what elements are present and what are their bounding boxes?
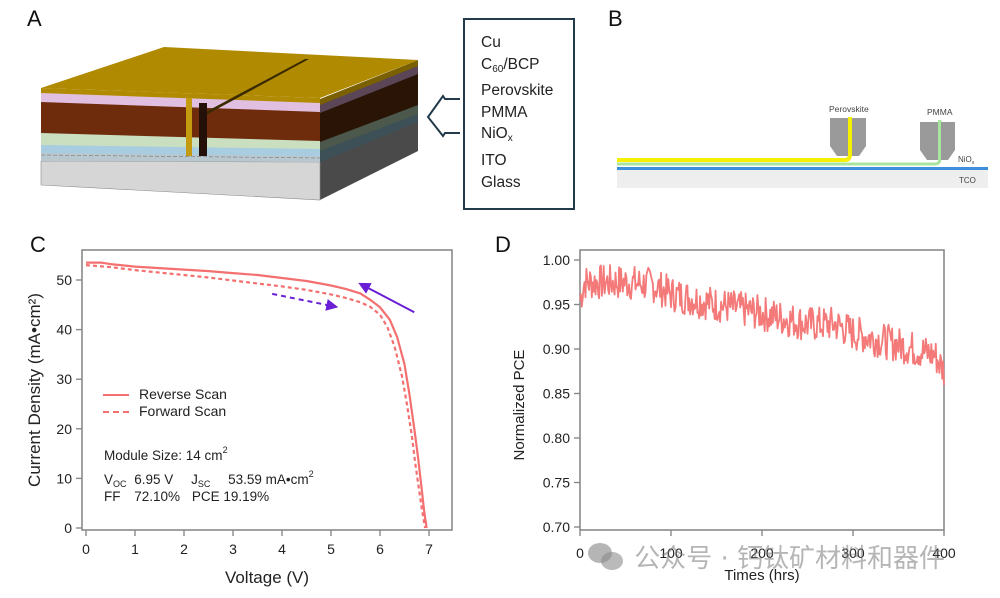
pmma-slot-die-head — [920, 122, 955, 160]
stack-front-glass — [40, 160, 321, 201]
watermark-text: 公众号 · 钙钛矿材料和器件 — [588, 538, 945, 575]
voc-value: 6.95 V — [134, 472, 174, 487]
reverse-scan-line — [86, 261, 428, 529]
plot-frame — [81, 249, 453, 531]
legend-reverse-scan: Reverse Scan — [103, 386, 227, 402]
y-tick-label: 1.00 — [543, 252, 570, 268]
stack-front-bcp — [41, 92, 320, 112]
stack-side-perovskite — [320, 72, 418, 142]
forward-scan-line — [85, 264, 427, 529]
y-tick-label: 50 — [56, 272, 72, 288]
layer-cu: Cu — [481, 34, 501, 51]
pmma-head-label: PMMA — [927, 107, 953, 117]
voc-label: VOC — [104, 472, 127, 489]
legend-forward-scan: Forward Scan — [103, 403, 226, 419]
slot-die-coating-diagram: Perovskite PMMA NiOx TCO — [617, 104, 988, 188]
layer-callout-box: Cu C60/BCP Perovskite PMMA NiOx ITO Glas… — [463, 18, 575, 210]
nio-layer-line — [617, 167, 988, 170]
pce-value: 19.19% — [223, 489, 270, 504]
panel-c-label: C — [30, 232, 46, 257]
stack-side-cu — [320, 60, 418, 105]
forward-scan-arrow — [272, 292, 339, 311]
y-tick-label: 0.80 — [543, 430, 570, 446]
x-tick-label: 0 — [576, 545, 584, 561]
pce-label: PCE — [191, 489, 220, 504]
x-tick-label: 100 — [659, 545, 683, 561]
panel-b-label: B — [608, 6, 623, 31]
legend-dashed-line-swatch — [103, 411, 129, 414]
y-tick-label: 0.95 — [543, 297, 570, 313]
stability-chart: 0 100 200 300 400 0.70 0.75 0.80 0.85 0.90 0.95 1.0… — [511, 249, 956, 584]
stack-side-nio — [320, 112, 418, 162]
legend-reverse-label: Reverse Scan — [139, 386, 227, 402]
y-axis-title: Current Density (mA•cm²) — [25, 293, 44, 487]
layer-ito: ITO — [481, 151, 507, 169]
y-tick-label: 0.85 — [543, 386, 570, 402]
x-tick-label: 5 — [327, 541, 335, 557]
stack-top-cu — [41, 47, 418, 98]
x-tick-label: 200 — [750, 545, 774, 561]
layer-pmma: PMMA — [481, 103, 528, 121]
callout-bracket — [426, 94, 460, 138]
jsc-label: JSC — [191, 472, 211, 489]
y-axis-title: Normalized PCE — [511, 350, 528, 461]
stack-dash-line — [40, 154, 321, 159]
y-tick-label: 20 — [56, 421, 72, 437]
jsc-value: 53.59 mA•cm2 — [228, 469, 314, 487]
x-tick-label: 400 — [932, 545, 956, 561]
stack-side-pmma — [320, 103, 418, 151]
normalized-pce-line — [579, 264, 945, 386]
interconnect-cu — [186, 98, 192, 156]
ff-pce-text: FF 72.10% PCE 19.19% — [104, 489, 269, 504]
voc-jsc-text: VOC 6.95 V JSC 53.59 mA•cm2 — [104, 469, 314, 489]
x-tick-label: 7 — [425, 541, 433, 557]
layer-niox: NiOx — [481, 125, 513, 145]
x-tick-label: 1 — [131, 541, 139, 557]
y-tick-label: 0.90 — [543, 341, 570, 357]
x-tick-label: 6 — [376, 541, 384, 557]
y-tick-label: 30 — [56, 371, 72, 387]
layer-list: Cu C60/BCP Perovskite PMMA NiOx ITO Glas… — [481, 32, 553, 193]
perovskite-head-label: Perovskite — [829, 104, 869, 114]
layer-glass: Glass — [481, 173, 521, 191]
y-tick-label: 0 — [64, 520, 72, 536]
x-tick-label: 300 — [841, 545, 865, 561]
stack-front-cu — [41, 88, 320, 103]
panel-a-label: A — [27, 6, 42, 31]
x-tick-label: 0 — [82, 541, 90, 557]
tco-layer — [617, 170, 988, 188]
stack-side-glass — [320, 120, 418, 200]
stack-top-scribe — [200, 59, 309, 115]
x-tick-label: 3 — [229, 541, 237, 557]
module-size-text: Module Size: 14 cm2 — [104, 445, 228, 463]
y-tick-label: 0.70 — [543, 519, 570, 535]
panel-d-label: D — [495, 232, 511, 257]
legend-forward-label: Forward Scan — [139, 403, 227, 419]
ff-label: FF — [104, 489, 121, 504]
x-tick-label: 2 — [180, 541, 188, 557]
layer-perovskite: Perovskite — [481, 82, 554, 100]
tco-label: TCO — [959, 176, 976, 185]
perovskite-feed — [848, 117, 852, 157]
y-tick-label: 10 — [56, 470, 72, 486]
stack-front-pmma — [41, 132, 320, 149]
reverse-scan-arrow — [358, 282, 415, 314]
layer-c60-bcp: C60/BCP — [481, 55, 540, 75]
jv-curve-chart: 0 1 2 3 4 5 6 7 0 10 20 30 40 50 Voltage (V) Current De… — [25, 249, 453, 587]
nio-label: NiOx — [958, 155, 975, 166]
pmma-feed — [938, 120, 941, 162]
interconnect-gap — [199, 103, 207, 156]
stack-side-bcp — [320, 64, 418, 113]
device-stack-3d-illustration — [40, 47, 460, 201]
y-tick-label: 0.75 — [543, 475, 570, 491]
legend-solid-line-swatch — [103, 394, 129, 397]
x-axis-title: Voltage (V) — [225, 568, 309, 587]
x-axis-title: Times (hrs) — [724, 567, 799, 584]
wechat-icon — [588, 543, 626, 571]
y-tick-label: 40 — [56, 322, 72, 338]
x-tick-label: 4 — [278, 541, 286, 557]
ff-value: 72.10% — [134, 489, 181, 504]
stack-front-perovskite — [41, 101, 320, 141]
plot-frame — [579, 249, 945, 531]
